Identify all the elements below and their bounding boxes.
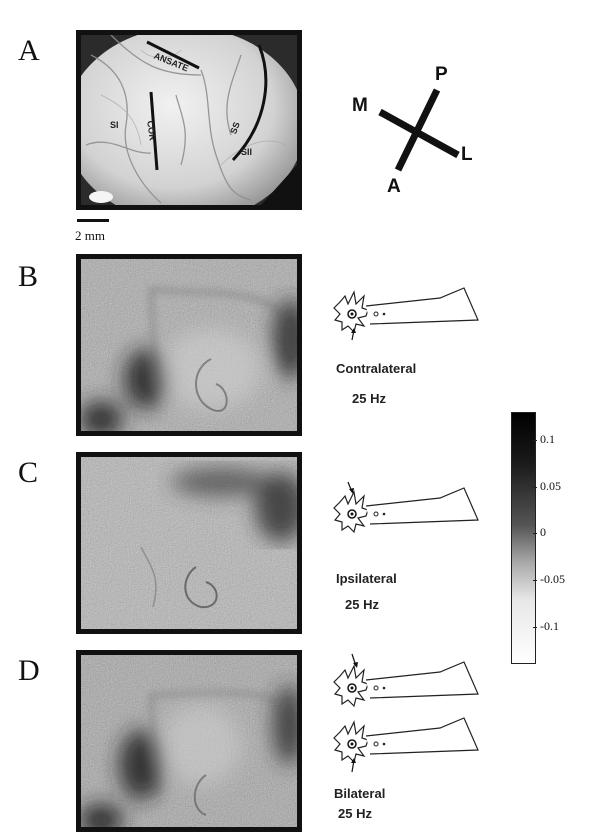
- panel-letter-d: D: [18, 654, 40, 687]
- colorbar-tick-mark: [533, 440, 537, 441]
- orientation-cross: [378, 88, 460, 172]
- hand-diagram-c: [333, 481, 479, 534]
- panel-letter-b: B: [18, 260, 39, 293]
- optical-image-d: [76, 650, 302, 832]
- brain-photo: ANSATE SI COR SS SII: [76, 30, 302, 210]
- colorbar-tick-label: -0.1: [540, 618, 559, 633]
- hand-diagram-d-bottom: [333, 717, 479, 773]
- colorbar-tick-mark: [533, 533, 537, 535]
- hand-diagram-b: [333, 287, 479, 341]
- condition-label-b: Contralateral: [336, 361, 417, 376]
- hand-diagram-d-top: [333, 653, 479, 708]
- colorbar-tick-label: 0.05: [540, 478, 561, 493]
- colorbar-tick-label: -0.05: [540, 572, 565, 586]
- frequency-label-d: 25 Hz: [338, 806, 372, 821]
- colorbar-tick-label: 0.1: [540, 432, 555, 446]
- frequency-label-c: 25 Hz: [345, 597, 379, 612]
- colorbar: [511, 412, 536, 664]
- scale-bar: [77, 219, 109, 222]
- orient-l: L: [461, 144, 473, 165]
- colorbar-tick-mark: [533, 486, 537, 488]
- label-sii: SII: [241, 147, 253, 157]
- frequency-label-b: 25 Hz: [352, 391, 386, 406]
- label-si: SI: [110, 120, 119, 130]
- colorbar-tick-mark: [533, 580, 537, 581]
- colorbar-tick-label: 0: [540, 525, 546, 540]
- optical-image-c: [76, 452, 302, 634]
- panel-letter-a: A: [18, 34, 40, 67]
- panel-letter-c: C: [18, 456, 39, 489]
- optical-image-b: [76, 254, 302, 436]
- colorbar-tick-mark: [533, 626, 537, 628]
- orient-p: P: [435, 64, 448, 85]
- orient-a: A: [387, 176, 401, 197]
- condition-label-d: Bilateral: [334, 786, 386, 801]
- condition-label-c: Ipsilateral: [336, 571, 397, 586]
- orient-m: M: [352, 95, 368, 116]
- scale-bar-label: 2 mm: [75, 228, 105, 243]
